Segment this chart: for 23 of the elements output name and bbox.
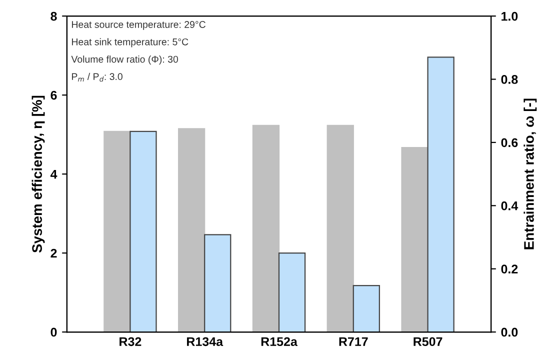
y2-tick-label: 0.2 xyxy=(501,264,518,274)
annotation: Heat source temperature: 29°C xyxy=(72,21,206,30)
annotation: P$_{m}$ / P$_{d}$: 3.0 xyxy=(72,72,122,82)
y2-tick-label: 0.8 xyxy=(501,75,518,84)
y2-tick-label: 1.0 xyxy=(502,12,518,21)
y-tick-label: 0 xyxy=(50,328,57,337)
x-tick-label: R717 xyxy=(339,337,368,346)
y2-tick-label: 0.6 xyxy=(501,138,518,148)
x-tick-label: R32 xyxy=(120,337,142,346)
y-tick-label: 8 xyxy=(50,12,57,21)
x-tick-label: R507 xyxy=(414,337,442,346)
y-axis-title: System efficiency, η [%] xyxy=(32,96,45,253)
y-tick-label: 2 xyxy=(50,248,57,258)
y2-axis-title: Entrainment ratio, ω [-] xyxy=(524,98,537,250)
y2-tick-label: 0.4 xyxy=(501,201,518,210)
annotation: Volume flow ratio (Φ): 30 xyxy=(71,56,178,65)
y-tick-label: 4 xyxy=(50,170,58,179)
x-tick-label: R134a xyxy=(187,337,224,346)
x-tick-label: R152a xyxy=(261,337,298,346)
annotation: Heat sink temperature: 5°C xyxy=(72,38,188,48)
y-tick-label: 6 xyxy=(50,90,57,100)
bar xyxy=(352,285,380,332)
y2-tick-label: 0.0 xyxy=(501,328,518,337)
